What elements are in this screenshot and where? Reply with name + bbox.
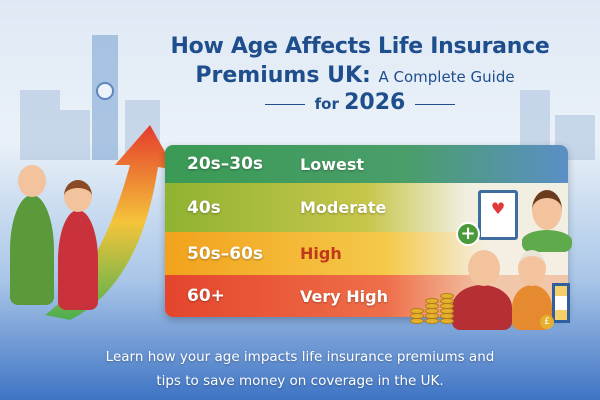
title-for: for [314, 95, 339, 113]
elderly-woman-head [518, 250, 546, 286]
title-line-3: for 2026 [150, 90, 570, 115]
plus-icon: + [456, 222, 480, 246]
pound-coin-icon: £ [540, 315, 554, 329]
title-line-1: How Age Affects Life Insurance [170, 34, 550, 59]
divider [415, 104, 456, 105]
divider [264, 104, 305, 105]
age-premium-table: 20s–30s Lowest 40s Moderate 50s–60s High 60… [165, 145, 568, 317]
title-line-2: Premiums UK: A Complete Guide [140, 63, 570, 88]
man-figure [522, 230, 572, 252]
man-figure [10, 195, 54, 305]
man-head [532, 190, 562, 230]
woman-head [64, 180, 92, 212]
woman-figure [58, 210, 98, 310]
footer-line-2: tips to save money on coverage in the UK… [156, 373, 444, 389]
age-label: 40s [187, 197, 221, 218]
clock-icon [96, 82, 114, 100]
premium-level: High [300, 244, 342, 263]
title-bold: Premiums UK: [195, 63, 371, 88]
footer-line-1: Learn how your age impacts life insuranc… [105, 349, 495, 365]
building [20, 90, 60, 160]
building [60, 110, 90, 160]
title-year: 2026 [344, 90, 406, 115]
footer-description: Learn how your age impacts life insuranc… [0, 345, 600, 393]
age-label: 20s–30s [187, 154, 264, 174]
age-row-20s-30s: 20s–30s Lowest [165, 145, 568, 183]
man-head [18, 165, 46, 197]
elderly-man-figure [452, 285, 512, 330]
rising-arrow-icon [45, 125, 175, 320]
age-label: 50s–60s [187, 243, 264, 264]
medical-clipboard-icon: ♥ [478, 190, 518, 240]
premium-level: Very High [300, 286, 388, 306]
page-title: How Age Affects Life Insurance Premiums … [150, 34, 570, 115]
premium-level: Moderate [300, 198, 387, 217]
premium-level: Lowest [300, 154, 364, 174]
title-subtitle: A Complete Guide [378, 68, 515, 86]
elderly-man-head [468, 250, 500, 286]
hourglass-icon [552, 283, 570, 323]
age-label: 60+ [187, 286, 225, 306]
